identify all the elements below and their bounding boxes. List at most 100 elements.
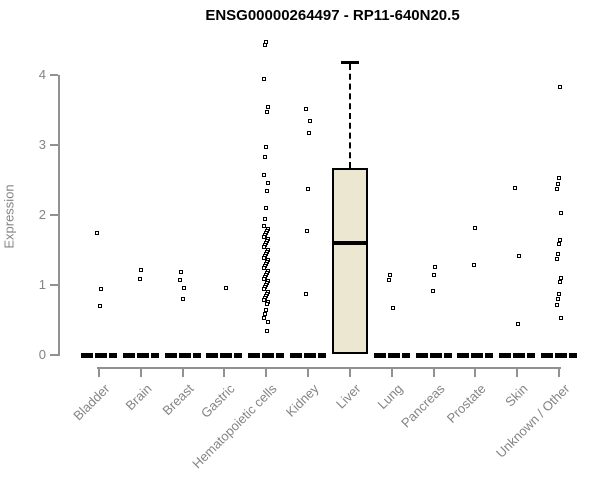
data-point — [554, 257, 559, 262]
category-label: Kidney — [282, 381, 322, 420]
category-label: Hematopoietic cells — [189, 381, 280, 472]
x-axis-tick — [265, 367, 268, 377]
data-point — [557, 85, 562, 90]
data-point — [265, 181, 270, 185]
data-point — [305, 187, 310, 192]
y-axis-tick — [50, 144, 58, 146]
y-axis-tick-label: 3 — [38, 137, 46, 152]
y-axis-line — [58, 75, 60, 356]
data-point — [515, 322, 520, 327]
data-point — [261, 316, 266, 321]
upper-whisker — [348, 64, 351, 169]
data-point — [261, 255, 266, 260]
category-label: Liver — [332, 381, 364, 412]
data-point — [557, 280, 562, 285]
zero-expression-bar — [164, 352, 201, 358]
data-point — [554, 302, 559, 307]
chart-title: ENSG00000264497 - RP11-640N20.5 — [205, 7, 460, 24]
x-axis-tick — [181, 367, 184, 377]
data-point — [555, 251, 560, 256]
y-axis-tick — [50, 214, 58, 216]
y-axis-tick-label: 2 — [38, 207, 46, 222]
y-axis-tick-label: 0 — [38, 347, 46, 362]
data-point — [261, 245, 266, 250]
data-point — [264, 109, 269, 114]
x-axis-tick — [516, 367, 519, 377]
data-point — [94, 230, 99, 235]
data-point — [262, 217, 267, 222]
data-point — [304, 228, 309, 233]
data-point — [388, 273, 393, 278]
data-point — [556, 176, 561, 181]
data-point — [261, 224, 266, 229]
y-axis-tick — [50, 284, 58, 286]
data-point — [179, 269, 184, 274]
data-point — [262, 155, 267, 160]
data-point — [261, 276, 266, 281]
data-point — [512, 185, 517, 190]
zero-expression-bar — [248, 352, 285, 358]
data-point — [261, 266, 266, 271]
x-axis-tick — [223, 367, 226, 377]
data-point — [98, 286, 103, 291]
data-point — [556, 292, 561, 297]
x-axis-tick — [307, 367, 310, 377]
data-point — [262, 311, 267, 316]
data-point — [265, 319, 270, 324]
data-point — [556, 241, 561, 246]
data-point — [303, 292, 308, 297]
data-point — [558, 316, 563, 321]
data-point — [139, 267, 144, 272]
zero-expression-bar — [541, 352, 578, 358]
category-label: Unknown / Other — [493, 381, 573, 461]
zero-expression-bar — [122, 352, 159, 358]
data-point — [264, 302, 269, 307]
box-median-line — [333, 241, 366, 245]
data-point — [554, 187, 559, 192]
data-point — [558, 275, 563, 280]
data-point — [433, 265, 438, 269]
data-point — [387, 278, 392, 283]
data-point — [181, 296, 186, 301]
x-axis-tick — [474, 367, 477, 377]
category-label: Skin — [502, 381, 531, 410]
data-point — [138, 276, 143, 281]
data-point — [391, 305, 396, 310]
category-label: Breast — [159, 381, 197, 419]
zero-expression-bar — [415, 352, 452, 358]
data-point — [471, 262, 476, 267]
data-point — [262, 43, 267, 48]
data-point — [557, 237, 562, 242]
category-label: Bladder — [70, 381, 113, 424]
zero-expression-bar — [81, 352, 117, 358]
x-axis-tick — [98, 367, 100, 377]
zero-expression-bar — [206, 352, 243, 358]
data-point — [261, 297, 266, 302]
data-point — [263, 206, 268, 211]
data-point — [555, 181, 560, 186]
data-point — [432, 272, 437, 277]
data-point — [261, 287, 266, 292]
y-axis-tick-label: 4 — [38, 67, 46, 82]
data-point — [516, 253, 521, 258]
y-axis-tick — [50, 354, 58, 356]
category-label: Pancreas — [397, 381, 448, 431]
data-point — [431, 288, 436, 293]
x-axis-tick — [390, 367, 393, 377]
data-point — [261, 234, 266, 239]
y-axis-tick-label: 1 — [38, 277, 46, 292]
data-point — [182, 286, 187, 290]
x-axis-tick — [558, 367, 561, 377]
data-point — [472, 225, 477, 230]
data-point — [264, 188, 269, 193]
zero-expression-bar — [457, 352, 494, 358]
data-point — [555, 296, 560, 301]
category-label: Lung — [374, 381, 406, 413]
x-axis-tick — [139, 367, 142, 377]
data-point — [223, 286, 228, 290]
liver-box — [331, 168, 368, 354]
data-point — [264, 329, 269, 334]
data-point — [261, 173, 266, 178]
